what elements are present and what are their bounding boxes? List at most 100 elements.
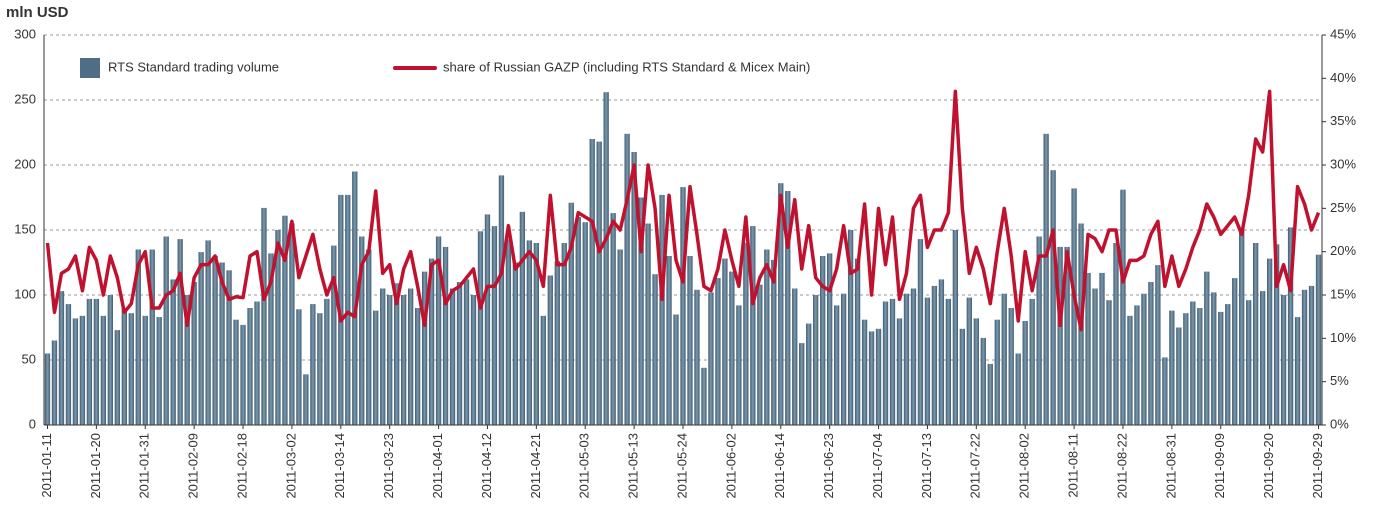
- bar: [512, 262, 519, 425]
- bar: [1169, 310, 1175, 425]
- bar: [324, 298, 330, 425]
- bar: [889, 298, 896, 425]
- bar: [799, 343, 805, 425]
- bar: [736, 305, 742, 425]
- bar: [170, 279, 176, 425]
- bar: [687, 256, 693, 425]
- bars: [44, 92, 1322, 426]
- bar: [1246, 300, 1252, 425]
- bar: [1204, 271, 1210, 425]
- line: [45, 89, 1321, 332]
- bar: [722, 258, 728, 425]
- bar: [373, 310, 379, 425]
- bar: [680, 187, 686, 425]
- bar: [554, 261, 560, 425]
- bar: [289, 223, 295, 425]
- y2-tick-label: 40%: [1330, 70, 1356, 85]
- legend: RTS Standard trading volume share of Russ…: [80, 58, 810, 78]
- bar: [785, 191, 791, 425]
- bar: [1273, 244, 1280, 425]
- bar: [1225, 304, 1231, 425]
- bar: [156, 317, 162, 425]
- bar: [442, 246, 449, 425]
- axes: 0 50 100 150 200 250 300 0% 5% 10% 15% 20% 25% 30% 35%…: [14, 26, 1356, 498]
- bar: [65, 304, 72, 425]
- bar: [282, 215, 288, 425]
- bar: [743, 243, 749, 425]
- bar: [547, 275, 553, 425]
- x-tick-label: 2011-07-22: [968, 433, 983, 499]
- bar: [533, 243, 539, 425]
- bar: [778, 183, 784, 425]
- bar: [338, 194, 344, 425]
- bar: [1050, 170, 1056, 425]
- bar: [820, 256, 826, 425]
- bar: [142, 315, 148, 425]
- bar: [428, 258, 435, 425]
- bar: [596, 141, 602, 425]
- y2-tick-label: 20%: [1330, 243, 1356, 258]
- bar: [540, 315, 546, 425]
- bar: [931, 285, 938, 425]
- bar: [407, 288, 414, 425]
- bar: [1029, 298, 1035, 425]
- y2-tick-label: 15%: [1330, 286, 1356, 301]
- bar: [163, 236, 169, 425]
- bar: [575, 217, 581, 425]
- x-tick-label: 2011-08-02: [1017, 433, 1032, 499]
- bar: [51, 340, 58, 425]
- bar: [959, 328, 965, 425]
- bar: [414, 308, 421, 425]
- bar: [1036, 236, 1042, 425]
- bar: [1176, 327, 1182, 425]
- bar: [72, 318, 79, 425]
- bar: [729, 271, 735, 425]
- bar: [477, 231, 484, 425]
- bar: [1057, 246, 1063, 425]
- bar: [240, 324, 246, 425]
- bar: [1022, 321, 1028, 425]
- bar: [191, 282, 197, 425]
- bar: [1315, 254, 1322, 425]
- bar: [254, 301, 260, 425]
- bar: [903, 293, 910, 425]
- bar: [498, 175, 505, 425]
- bar: [177, 239, 183, 425]
- bar: [1043, 133, 1049, 426]
- bar: [261, 207, 267, 425]
- bar: [1113, 243, 1119, 425]
- bar: [331, 245, 337, 425]
- bar: [694, 289, 700, 425]
- bar: [861, 319, 868, 425]
- bar: [868, 331, 875, 425]
- x-tick-label: 2011-07-04: [870, 433, 885, 499]
- bar: [840, 293, 847, 425]
- bar: [1294, 317, 1301, 425]
- bar: [994, 319, 1000, 425]
- bar: [219, 262, 225, 425]
- bar: [896, 318, 903, 425]
- bar: [484, 214, 491, 425]
- bar: [79, 315, 86, 425]
- bar: [1287, 227, 1294, 425]
- y2-tick-label: 35%: [1330, 113, 1356, 128]
- bar: [1190, 301, 1196, 425]
- x-tick-label: 2011-06-14: [772, 433, 787, 499]
- bar: [233, 319, 239, 425]
- bar: [645, 223, 651, 425]
- x-tick-label: 2011-08-31: [1163, 433, 1178, 499]
- y2-tick-label: 10%: [1330, 330, 1356, 345]
- bar: [86, 298, 93, 425]
- bar: [582, 222, 588, 425]
- bar: [631, 152, 637, 425]
- y2-tick-label: 0%: [1330, 416, 1349, 431]
- bar: [1127, 315, 1133, 425]
- x-tick-label: 2011-01-11: [39, 433, 54, 498]
- y-axis-label: mln USD: [6, 4, 69, 21]
- legend-swatch: [80, 58, 100, 78]
- bar: [638, 197, 644, 425]
- y-tick-label: 250: [14, 91, 36, 106]
- y-tick-label: 50: [22, 351, 36, 366]
- bar: [401, 295, 407, 425]
